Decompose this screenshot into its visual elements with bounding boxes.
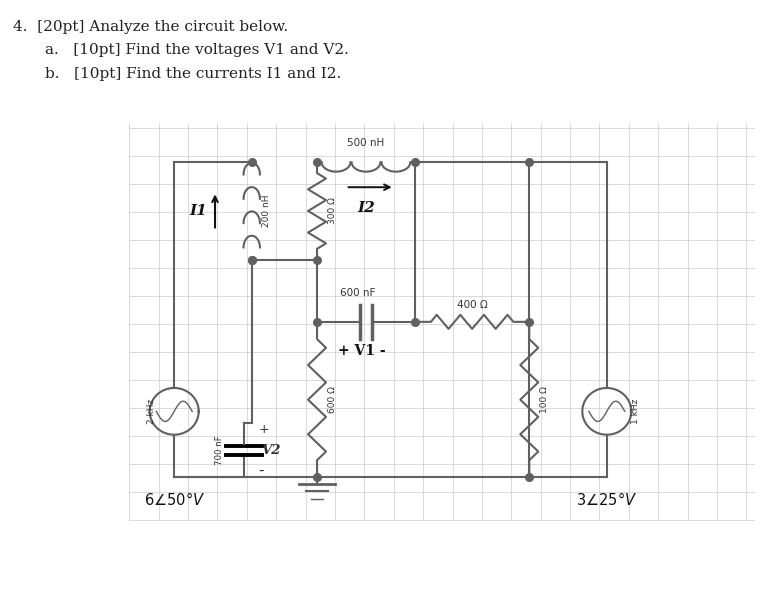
- Text: $3\angle25°V$: $3\angle25°V$: [576, 491, 637, 509]
- Text: 100 Ω: 100 Ω: [540, 386, 549, 413]
- Text: 4.  [20pt] Analyze the circuit below.: 4. [20pt] Analyze the circuit below.: [12, 20, 287, 34]
- Text: 700 nF: 700 nF: [215, 435, 223, 465]
- Text: -: -: [259, 463, 264, 478]
- Text: b.   [10pt] Find the currents I1 and I2.: b. [10pt] Find the currents I1 and I2.: [45, 67, 341, 81]
- Text: V2: V2: [262, 444, 281, 457]
- Text: 600 Ω: 600 Ω: [328, 386, 337, 413]
- Text: 600 nF: 600 nF: [341, 288, 376, 298]
- Text: +: +: [259, 423, 269, 436]
- Text: 300 Ω: 300 Ω: [328, 198, 337, 224]
- Text: 500 nH: 500 nH: [348, 139, 384, 148]
- Text: 200 nH: 200 nH: [262, 195, 271, 227]
- Text: $6\angle50°V$: $6\angle50°V$: [144, 491, 205, 509]
- Text: 2 kHz: 2 kHz: [147, 399, 156, 424]
- Text: 1 kHz: 1 kHz: [631, 399, 640, 424]
- Text: + V1 -: + V1 -: [338, 344, 386, 358]
- Text: 400 Ω: 400 Ω: [457, 300, 487, 310]
- Text: a.   [10pt] Find the voltages V1 and V2.: a. [10pt] Find the voltages V1 and V2.: [45, 43, 349, 57]
- Text: I1: I1: [190, 204, 208, 218]
- Text: I2: I2: [357, 201, 375, 216]
